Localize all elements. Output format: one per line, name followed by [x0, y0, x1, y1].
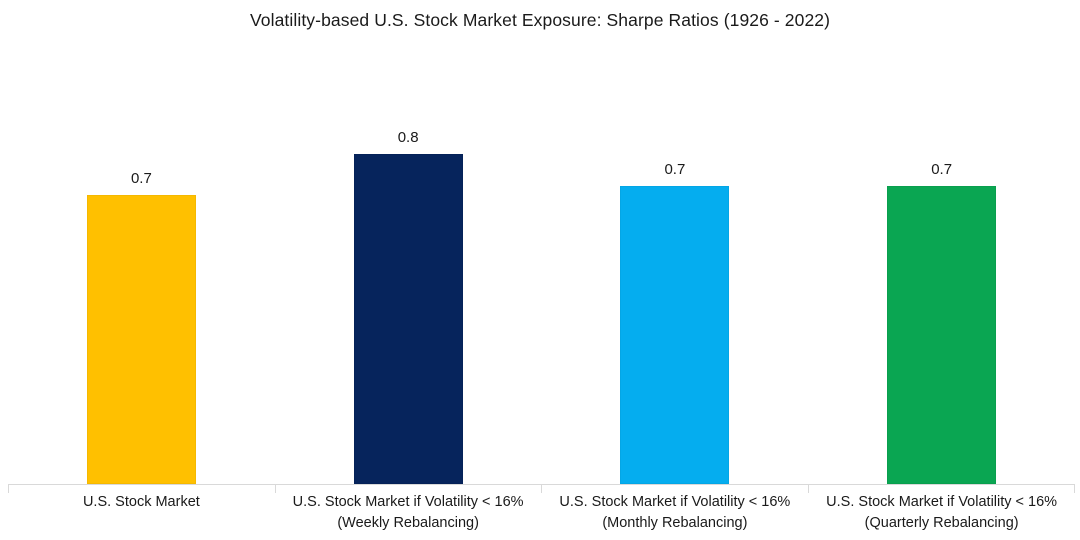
bar-rect-2: [353, 154, 463, 484]
x-axis-tick-1: [8, 484, 9, 493]
x-axis-category-labels: U.S. Stock Market U.S. Stock Market if V…: [8, 492, 1075, 534]
bar-group-3: 0.7: [542, 60, 809, 484]
bar-rect-3: [620, 186, 730, 484]
x-axis-tick-5: [1074, 484, 1075, 493]
bar-value-label-2: 0.8: [397, 129, 419, 146]
bar-group-2: 0.8: [275, 60, 542, 484]
plot-area: 0.7 0.8 0.7 0.7: [8, 60, 1075, 484]
x-axis-tick-4: [808, 484, 809, 493]
bar-group-4: 0.7: [808, 60, 1075, 484]
bar-value-label-3: 0.7: [664, 161, 686, 178]
x-axis-label-4: U.S. Stock Market if Volatility < 16% (Q…: [826, 494, 1058, 531]
x-axis-tick-3: [541, 484, 542, 493]
bar-value-label-4: 0.7: [931, 161, 953, 178]
bar-rect-4: [887, 186, 997, 484]
bar-rect-1: [86, 195, 196, 484]
x-axis-tick-2: [275, 484, 276, 493]
bar-value-label-1: 0.7: [130, 170, 152, 187]
x-axis-label-1: U.S. Stock Market: [82, 494, 200, 510]
bar-group-1: 0.7: [8, 60, 275, 484]
x-axis-label-3: U.S. Stock Market if Volatility < 16% (M…: [559, 494, 791, 531]
x-axis-label-2: U.S. Stock Market if Volatility < 16% (W…: [292, 494, 524, 531]
bars-container: 0.7 0.8 0.7 0.7: [8, 60, 1075, 484]
chart-title: Volatility-based U.S. Stock Market Expos…: [249, 10, 831, 30]
